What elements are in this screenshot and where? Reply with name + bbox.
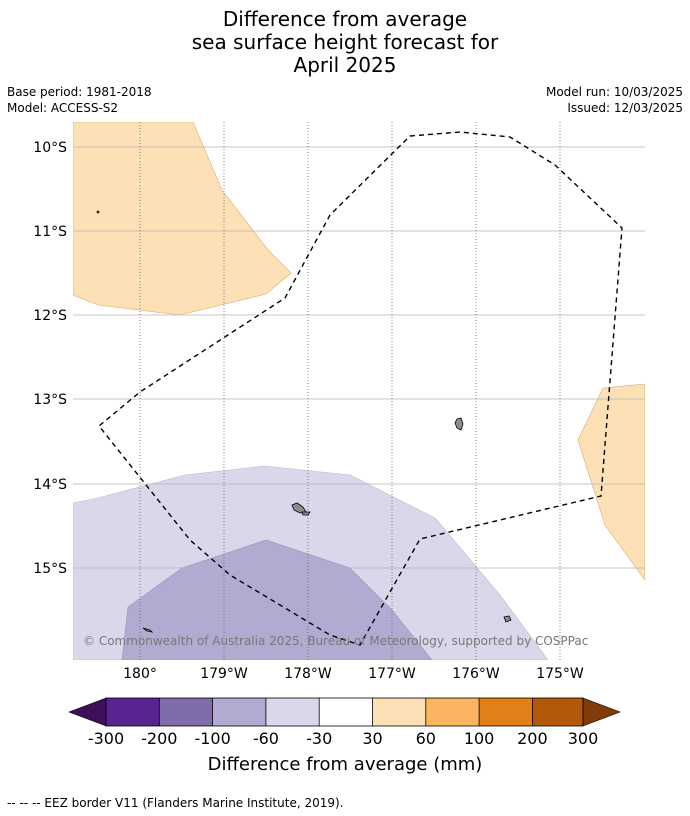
- colorbar-segment: [265, 698, 320, 726]
- lat-label: 11°S: [33, 224, 67, 240]
- colorbar-segment: [212, 698, 266, 726]
- longitude-labels: 180° 179°W 178°W 177°W 176°W 175°W: [123, 666, 584, 682]
- colorbar-tick: 200: [517, 729, 548, 748]
- colorbar-extend-low: [68, 697, 107, 727]
- colorbar-tick: 300: [568, 729, 599, 748]
- eez-border: [98, 131, 623, 646]
- colorbar-extend-high: [582, 697, 621, 727]
- island-small-nw: [96, 210, 100, 214]
- island-swains: [454, 417, 464, 431]
- lat-label: 10°S: [33, 140, 67, 156]
- island-tutuila: [503, 615, 512, 623]
- model-run: Model run: 10/03/2025: [545, 85, 683, 99]
- lat-label: 15°S: [33, 561, 67, 577]
- colorbar-segment: [319, 698, 373, 726]
- lat-label: 12°S: [33, 308, 67, 324]
- colorbar: -300 -200 -100 -60 -30 30 60 100 200 300…: [68, 697, 621, 775]
- anomaly-region-positive-nw: [73, 122, 292, 316]
- lon-label: 176°W: [452, 666, 500, 682]
- colorbar-tick: 100: [464, 729, 495, 748]
- islands: [96, 210, 512, 633]
- colorbar-segment: [479, 698, 533, 726]
- title-line-2: sea surface height forecast for: [191, 30, 499, 54]
- latitude-gridlines: [73, 146, 645, 569]
- island-upolu: [301, 511, 311, 516]
- colorbar-segment: [532, 698, 583, 726]
- colorbar-tick: -100: [194, 729, 230, 748]
- lon-label: 179°W: [200, 666, 248, 682]
- map-area: © Commonwealth of Australia 2025, Bureau…: [73, 122, 645, 660]
- colorbar-tick: -30: [306, 729, 332, 748]
- latitude-labels: 10°S 11°S 12°S 13°S 14°S 15°S: [33, 140, 67, 577]
- lon-label: 178°W: [284, 666, 332, 682]
- metadata-right: Model run: 10/03/2025 Issued: 12/03/2025: [546, 84, 683, 116]
- colorbar-tick: 30: [362, 729, 382, 748]
- lat-label: 14°S: [33, 477, 67, 493]
- colorbar-segment: [106, 698, 160, 726]
- colorbar-segment: [372, 698, 426, 726]
- lat-label: 13°S: [33, 392, 67, 408]
- model-name: Model: ACCESS-S2: [7, 101, 119, 115]
- colorbar-tick: -300: [88, 729, 124, 748]
- anomaly-region-positive-east: [577, 383, 645, 581]
- colorbar-tick: -60: [253, 729, 279, 748]
- colorbar-segment: [425, 698, 480, 726]
- lon-label: 180°: [123, 666, 157, 682]
- base-period: Base period: 1981-2018: [7, 85, 152, 99]
- lon-label: 175°W: [536, 666, 584, 682]
- title-line-1: Difference from average: [222, 7, 468, 31]
- colorbar-segment: [159, 698, 213, 726]
- lon-label: 177°W: [368, 666, 416, 682]
- map-title: Difference from average sea surface heig…: [0, 8, 690, 77]
- island-wallis: [142, 627, 154, 633]
- issued-date: Issued: 12/03/2025: [567, 101, 683, 115]
- eez-legend-note: -- -- -- EEZ border V11 (Flanders Marine…: [7, 796, 344, 810]
- colorbar-tick: -200: [141, 729, 177, 748]
- colorbar-label: Difference from average (mm): [208, 754, 483, 775]
- metadata-left: Base period: 1981-2018 Model: ACCESS-S2: [7, 84, 152, 116]
- copyright-notice: © Commonwealth of Australia 2025, Bureau…: [83, 634, 588, 648]
- colorbar-tick: 60: [416, 729, 436, 748]
- title-line-3: April 2025: [293, 53, 397, 77]
- colorbar-frame: [105, 697, 584, 727]
- colorbar-tick-labels: -300 -200 -100 -60 -30 30 60 100 200 300: [88, 729, 598, 748]
